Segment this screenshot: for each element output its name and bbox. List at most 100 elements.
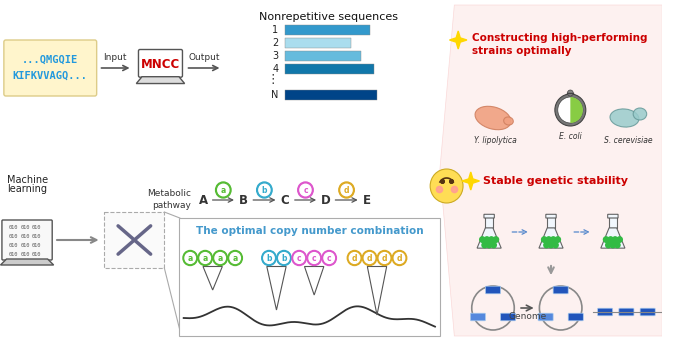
FancyBboxPatch shape	[104, 212, 164, 268]
Text: ⋮: ⋮	[266, 73, 278, 86]
Circle shape	[486, 242, 492, 248]
Text: 010: 010	[21, 225, 30, 230]
Text: B: B	[239, 194, 248, 208]
Circle shape	[185, 253, 195, 263]
FancyBboxPatch shape	[546, 214, 556, 218]
Circle shape	[213, 251, 227, 266]
Ellipse shape	[610, 109, 639, 127]
Text: c: c	[312, 254, 316, 263]
Text: c: c	[297, 254, 301, 263]
FancyBboxPatch shape	[285, 51, 360, 61]
Circle shape	[215, 253, 225, 263]
Circle shape	[489, 237, 494, 242]
Circle shape	[364, 253, 375, 263]
Text: Constructing high-performing: Constructing high-performing	[472, 33, 647, 43]
Text: a: a	[232, 254, 238, 263]
Text: S. cerevisiae: S. cerevisiae	[604, 136, 653, 145]
Text: ...QMGQIE: ...QMGQIE	[22, 55, 78, 65]
Circle shape	[430, 169, 463, 203]
Ellipse shape	[475, 106, 511, 130]
Text: 010: 010	[32, 225, 41, 230]
Polygon shape	[477, 228, 501, 248]
Polygon shape	[539, 228, 563, 248]
Circle shape	[183, 251, 197, 266]
FancyBboxPatch shape	[501, 313, 516, 321]
Text: N: N	[271, 90, 278, 100]
Circle shape	[257, 182, 272, 198]
Circle shape	[307, 251, 321, 266]
Circle shape	[298, 182, 313, 198]
Circle shape	[228, 251, 242, 266]
Text: pathway: pathway	[153, 201, 191, 209]
Circle shape	[484, 237, 490, 242]
Text: d: d	[352, 254, 358, 263]
Text: strains optimally: strains optimally	[472, 46, 571, 56]
Circle shape	[544, 242, 549, 248]
Circle shape	[553, 242, 558, 248]
Circle shape	[542, 237, 547, 242]
Polygon shape	[1, 259, 53, 265]
Circle shape	[264, 253, 274, 263]
Text: 010: 010	[32, 252, 41, 257]
Circle shape	[309, 253, 319, 263]
FancyBboxPatch shape	[486, 286, 501, 294]
Text: Metabolic: Metabolic	[147, 189, 191, 197]
FancyBboxPatch shape	[471, 313, 486, 321]
Text: KIFKVVAGQ...: KIFKVVAGQ...	[13, 71, 88, 81]
Text: c: c	[327, 254, 332, 263]
Circle shape	[216, 182, 231, 198]
Text: 010: 010	[21, 243, 30, 248]
Circle shape	[279, 253, 289, 263]
Circle shape	[349, 253, 360, 263]
Circle shape	[606, 242, 611, 248]
Circle shape	[482, 242, 487, 248]
Circle shape	[393, 251, 407, 266]
Circle shape	[558, 97, 583, 123]
Circle shape	[198, 251, 212, 266]
Wedge shape	[571, 97, 583, 123]
Circle shape	[300, 184, 311, 196]
Circle shape	[200, 253, 210, 263]
Polygon shape	[609, 217, 616, 228]
Circle shape	[491, 242, 497, 248]
FancyBboxPatch shape	[568, 313, 584, 321]
FancyBboxPatch shape	[138, 49, 182, 77]
Text: a: a	[221, 186, 226, 195]
Text: 3: 3	[272, 51, 278, 61]
Ellipse shape	[633, 108, 647, 120]
FancyBboxPatch shape	[179, 218, 440, 336]
FancyBboxPatch shape	[2, 220, 52, 260]
Text: learning: learning	[7, 184, 47, 194]
Circle shape	[555, 94, 586, 126]
Text: b: b	[266, 254, 272, 263]
Polygon shape	[601, 228, 625, 248]
Polygon shape	[462, 172, 480, 190]
FancyBboxPatch shape	[553, 286, 569, 294]
Circle shape	[551, 237, 556, 242]
Text: Machine: Machine	[6, 175, 48, 185]
Polygon shape	[486, 217, 493, 228]
Text: a: a	[218, 254, 223, 263]
Circle shape	[555, 237, 560, 242]
FancyBboxPatch shape	[4, 40, 97, 96]
Text: 1: 1	[272, 25, 278, 35]
Circle shape	[362, 251, 377, 266]
Text: 010: 010	[9, 225, 18, 230]
Text: Input: Input	[103, 53, 127, 62]
Circle shape	[347, 251, 362, 266]
FancyBboxPatch shape	[484, 214, 495, 218]
FancyBboxPatch shape	[608, 214, 618, 218]
Circle shape	[549, 242, 553, 248]
Ellipse shape	[503, 117, 513, 125]
FancyBboxPatch shape	[640, 308, 656, 316]
Circle shape	[610, 242, 616, 248]
Circle shape	[259, 184, 270, 196]
Circle shape	[395, 253, 405, 263]
Circle shape	[324, 253, 334, 263]
Polygon shape	[547, 217, 555, 228]
Text: A: A	[199, 194, 208, 208]
Text: The optimal copy number combination: The optimal copy number combination	[195, 226, 423, 236]
Text: 010: 010	[9, 234, 18, 239]
FancyBboxPatch shape	[285, 38, 351, 48]
FancyBboxPatch shape	[619, 308, 634, 316]
